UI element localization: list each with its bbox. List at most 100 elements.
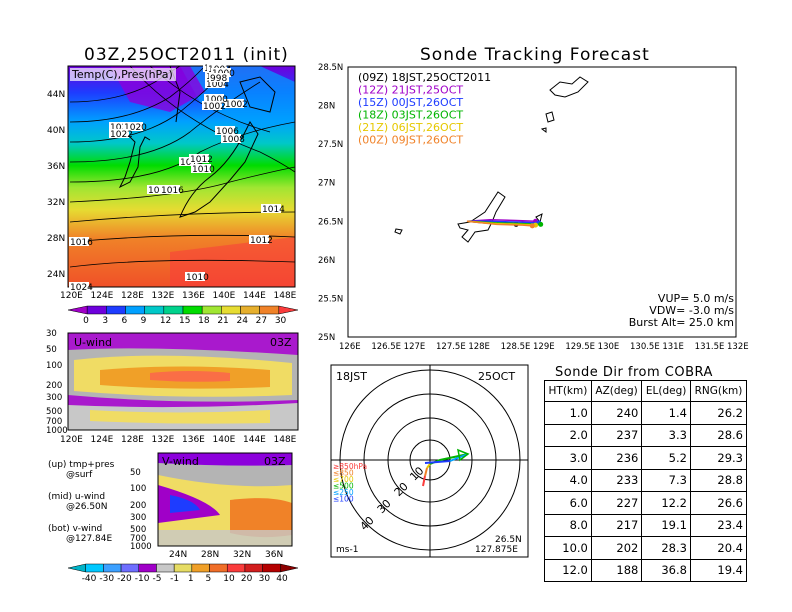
main-map-overlay-label: Temp(C),Pres(hPa) xyxy=(71,68,173,81)
table-cell: 28.8 xyxy=(689,468,748,492)
tracking-legend-item: (15Z) 00JST,26OCT xyxy=(358,96,463,109)
isobar-label-bg xyxy=(189,154,209,163)
u-ytick-label: 700 xyxy=(46,417,62,427)
lon-tick-label: 136E xyxy=(182,291,205,301)
colorbar-label: 24 xyxy=(237,316,249,324)
track-ytick-label: 27N xyxy=(318,179,335,189)
track-ytick-label: 26.5N xyxy=(318,217,343,227)
tracking-title: Sonde Tracking Forecast xyxy=(420,45,650,65)
table-cell: 237 xyxy=(590,423,643,447)
legend-note-line: (bot) v-wind xyxy=(48,524,103,534)
table-cell: 29.3 xyxy=(689,446,748,470)
u-xtick-label: 136E xyxy=(182,435,205,445)
track-xtick-label: 131E xyxy=(662,342,684,352)
tracking-legend-item: (09Z) 18JST,25OCT2011 xyxy=(358,71,491,84)
u-xtick-label: 120E xyxy=(60,435,83,445)
table-cell: 2.0 xyxy=(544,423,592,447)
isobar-label-bg xyxy=(209,73,229,82)
colorbar-cell xyxy=(156,563,175,573)
legend-note: (up) tmp+pres @surf xyxy=(48,460,114,480)
isobar-label-bg xyxy=(249,235,269,244)
legend-note-line: (mid) u-wind xyxy=(48,492,106,502)
table-cell: 36.8 xyxy=(641,558,691,582)
table-cell: 28.6 xyxy=(689,423,748,447)
track-xtick-label: 126E xyxy=(339,342,361,352)
table-cell: 4.0 xyxy=(544,468,592,492)
lat-tick-label: 28N xyxy=(47,234,65,244)
isobar-label-bg xyxy=(261,204,281,213)
table-row: 10.0 202 28.3 20.4 xyxy=(544,536,748,560)
polar-level-label: ≥850hPa xyxy=(333,462,367,471)
legend-note: (mid) u-wind @26.50N xyxy=(48,492,114,512)
colorbar-cell xyxy=(125,305,145,315)
lat-tick-label: 44N xyxy=(47,90,65,100)
polar-level-label: ≤500 xyxy=(333,482,354,491)
tracking-legend-item: (12Z) 21JST,25OCT xyxy=(358,84,463,97)
lon-tick-label: 132E xyxy=(152,291,175,301)
table-cell: 8.0 xyxy=(544,513,592,537)
tracking-param: VDW= -3.0 m/s xyxy=(649,304,734,317)
lon-tick-label: 144E xyxy=(243,291,266,301)
table-cell: 10.0 xyxy=(544,536,592,560)
colorbar-label: 6 xyxy=(122,316,128,324)
u-wind-label: U-wind xyxy=(74,336,112,349)
u-ytick-label: 100 xyxy=(46,361,62,371)
isobar-label: 1002 xyxy=(225,100,248,110)
hodograph-segment xyxy=(424,467,428,477)
u-ytick-label: 500 xyxy=(46,407,62,417)
track-ytick-label: 25.5N xyxy=(318,294,343,304)
colorbar-label: 18 xyxy=(198,316,210,324)
isobar-label: 1008 xyxy=(222,135,245,145)
colorbar-label: 12 xyxy=(160,316,171,324)
isobar-label: 1012 xyxy=(190,155,213,165)
colorbar-cell xyxy=(120,563,140,573)
colorbar-cell xyxy=(278,305,299,315)
v-ytick-label: 500 xyxy=(130,525,146,535)
polar-date: 25OCT xyxy=(478,370,515,383)
isobar-label-bg xyxy=(160,185,180,194)
colorbar-label: 40 xyxy=(276,574,288,582)
isobar-label: 1010 xyxy=(192,165,215,175)
main-lon-ticks: 120E 124E 128E 132E 136E 140E 144E 148E xyxy=(60,291,297,301)
isobar-label-bg xyxy=(205,79,225,88)
isobar-label: 1002 xyxy=(203,102,226,112)
v-xtick-label: 24N xyxy=(169,550,187,560)
table-cell: 12.2 xyxy=(641,491,691,515)
colorbar-label: 1 xyxy=(188,574,194,582)
lon-tick-label: 120E xyxy=(60,291,83,301)
v-ytick-label: 100 xyxy=(130,484,146,494)
polar-loc1: 26.5N xyxy=(495,535,522,545)
v-ytick-label: 700 xyxy=(130,534,146,544)
colorbar-label: 3 xyxy=(102,316,108,324)
colorbar-label: 0 xyxy=(83,316,89,324)
colorbar-label: -1 xyxy=(170,574,179,582)
legend-notes: (up) tmp+pres @surf (mid) u-wind @26.50N (bo… xyxy=(48,460,114,556)
isobar-label-bg xyxy=(202,101,222,110)
sonde-table-title: Sonde Dir from COBRA xyxy=(555,365,713,380)
colorbar-cell xyxy=(138,563,157,573)
track-ytick-label: 25N xyxy=(318,333,335,343)
colorbar-cell xyxy=(240,305,260,315)
colorbar-label: 15 xyxy=(179,316,190,324)
isobar-label-bg xyxy=(147,185,167,194)
track-xtick-label: 132E xyxy=(727,342,749,352)
sonde-table-header: RNG(km) xyxy=(689,380,748,402)
colorbar-label: 9 xyxy=(141,316,147,324)
isobar-label-bg xyxy=(123,122,143,131)
isobar-label-bg xyxy=(224,99,244,108)
u-xtick-label: 128E xyxy=(121,435,144,445)
polar-unit: ms-1 xyxy=(336,545,358,555)
isobar-label-bg xyxy=(191,164,211,173)
isobar-label-bg xyxy=(69,237,89,246)
colorbar-cell xyxy=(67,563,86,573)
track-line xyxy=(466,220,533,227)
track-xtick-label: 130E xyxy=(598,342,620,352)
lon-tick-label: 128E xyxy=(121,291,144,301)
track-xtick-label: 130.5E xyxy=(630,342,660,352)
hodograph-segment xyxy=(424,460,451,464)
lat-tick-label: 24N xyxy=(47,270,65,280)
colorbar-label: -10 xyxy=(135,574,150,582)
u-ytick-label: 1000 xyxy=(46,426,68,436)
